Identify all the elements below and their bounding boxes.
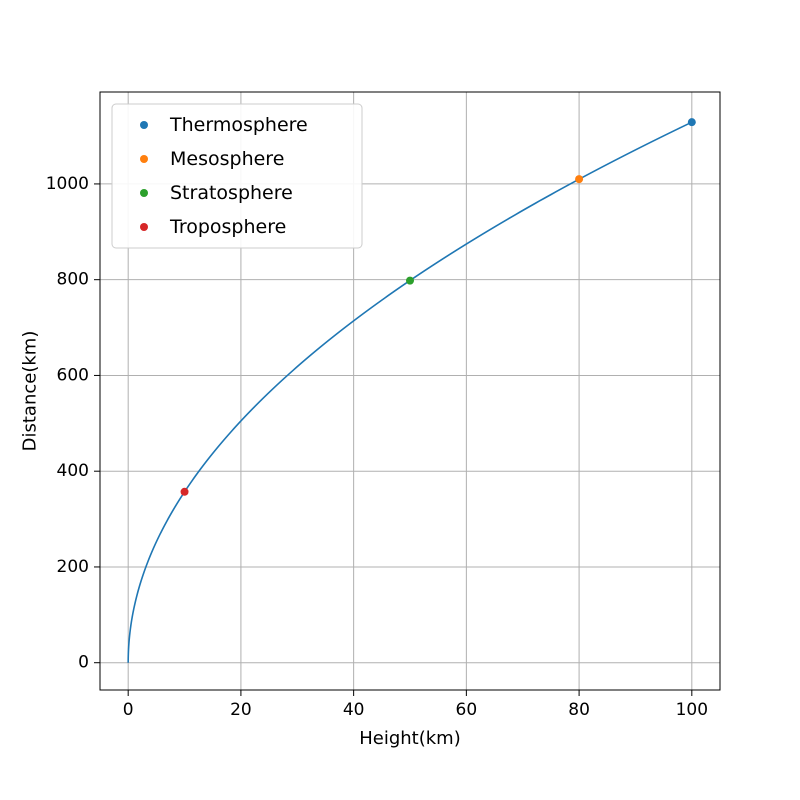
legend-entry-mesosphere: Mesosphere — [140, 148, 284, 170]
scatter-point-stratosphere — [406, 276, 414, 285]
y-tick-label: 0 — [78, 653, 89, 673]
y-axis-label: Distance(km) — [19, 330, 41, 452]
x-tick-label: 20 — [230, 700, 252, 720]
x-tick-label: 40 — [343, 700, 365, 720]
legend-marker-thermosphere — [140, 121, 148, 129]
y-tick-label: 400 — [57, 461, 89, 481]
x-tick-label: 100 — [676, 700, 708, 720]
x-tick-label: 60 — [456, 700, 478, 720]
axes-spines — [99, 91, 721, 691]
y-tick-label: 1000 — [46, 174, 89, 194]
curve-line — [127, 121, 693, 663]
legend-marker-stratosphere — [140, 189, 148, 197]
legend-entry-stratosphere: Stratosphere — [140, 182, 293, 204]
x-tick-label: 80 — [568, 700, 590, 720]
y-tick-label: 800 — [57, 270, 89, 290]
legend-entry-troposphere: Troposphere — [140, 216, 286, 238]
x-axis-label: Height(km) — [359, 728, 461, 749]
legend-marker-troposphere — [140, 223, 148, 231]
scatter-point-thermosphere — [687, 118, 696, 127]
scatter-point-mesosphere — [575, 175, 584, 184]
legend: Thermosphere Mesosphere Stratosphere Tropos… — [111, 103, 363, 249]
legend-marker-mesosphere — [140, 155, 148, 163]
legend-label: Stratosphere — [170, 182, 293, 204]
legend-box — [111, 103, 363, 249]
legend-label: Troposphere — [169, 216, 286, 238]
y-tick-label: 200 — [57, 557, 89, 577]
legend-label: Mesosphere — [170, 148, 284, 170]
y-tick-label: 600 — [57, 365, 89, 385]
legend-label: Thermosphere — [169, 114, 308, 136]
scatter-point-troposphere — [180, 487, 189, 496]
x-tick-label: 0 — [123, 700, 134, 720]
legend-entry-thermosphere: Thermosphere — [140, 114, 308, 136]
